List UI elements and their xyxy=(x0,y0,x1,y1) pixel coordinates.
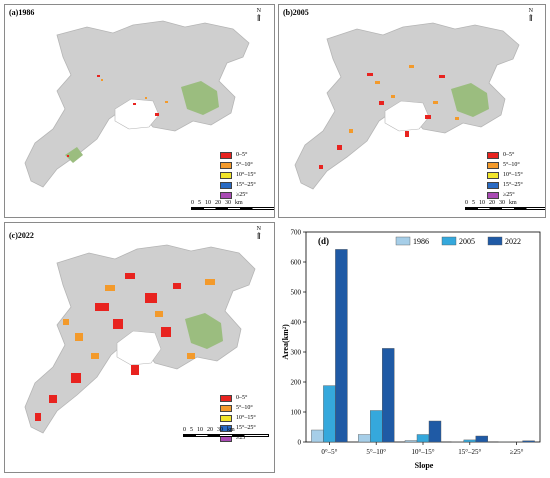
y-tick-label: 200 xyxy=(291,379,302,387)
bar-2005 xyxy=(370,411,382,443)
bar-1986 xyxy=(311,430,323,442)
legend-swatch xyxy=(220,405,232,412)
legend-item: 5°–10° xyxy=(487,160,523,170)
legend-swatch xyxy=(487,172,499,179)
legend-item: 10°–15° xyxy=(487,170,523,180)
legend-swatch xyxy=(487,162,499,169)
bar-2022 xyxy=(335,249,347,442)
map-panel-1986: (a)1986 N⇑ 0–5° 5°–10° 10°–15° 15°–25° ≥… xyxy=(4,4,275,218)
legend-map-2005: 0–5° 5°–10° 10°–15° 15°–25° ≥25° xyxy=(487,150,523,200)
y-tick-label: 600 xyxy=(291,259,302,267)
bar-1986 xyxy=(405,441,417,443)
y-tick-label: 400 xyxy=(291,319,302,327)
legend-swatch xyxy=(487,182,499,189)
legend-item: ≥25° xyxy=(220,190,256,200)
bar-2022 xyxy=(382,348,394,442)
legend-swatch-2022 xyxy=(488,237,502,245)
x-tick-label: 15°–25° xyxy=(458,448,481,456)
bar-2022 xyxy=(429,421,441,442)
legend-item: ≥25° xyxy=(487,190,523,200)
legend-item: 10°–15° xyxy=(220,413,256,423)
x-tick-label: 10°–15° xyxy=(411,448,434,456)
legend-item: 0–5° xyxy=(487,150,523,160)
legend-swatch xyxy=(220,172,232,179)
legend-item: 5°–10° xyxy=(220,160,256,170)
y-tick-label: 0 xyxy=(298,439,302,447)
legend-swatch xyxy=(487,192,499,199)
map-panel-2022: (c)2022 N⇑ 0–5° 5°–10° 10°–15° 15°–25° ≥… xyxy=(4,222,275,473)
legend-map-1986: 0–5° 5°–10° 10°–15° 15°–25° ≥25° xyxy=(220,150,256,200)
legend-swatch xyxy=(220,192,232,199)
y-tick-label: 300 xyxy=(291,349,302,357)
x-tick-label: 0°–5° xyxy=(321,448,337,456)
legend-swatch xyxy=(220,415,232,422)
legend-item: 0–5° xyxy=(220,150,256,160)
y-axis-label: Area(km²) xyxy=(281,324,290,360)
y-tick-label: 500 xyxy=(291,289,302,297)
legend-item: 5°–10° xyxy=(220,403,256,413)
legend-label-1986: 1986 xyxy=(413,237,429,246)
legend-swatch-2005 xyxy=(442,237,456,245)
y-tick-label: 100 xyxy=(291,409,302,417)
legend-item: 15°–25° xyxy=(220,180,256,190)
legend-item: 0–5° xyxy=(220,393,256,403)
legend-swatch xyxy=(220,395,232,402)
legend-swatch xyxy=(487,152,499,159)
x-axis-label: Slope xyxy=(415,461,434,470)
y-tick-label: 700 xyxy=(291,229,302,237)
bar-2022 xyxy=(476,436,488,442)
legend-swatch xyxy=(220,162,232,169)
x-tick-label: ≥25° xyxy=(510,448,524,456)
bar-2005 xyxy=(417,435,429,443)
legend-item: 15°–25° xyxy=(487,180,523,190)
legend-swatch xyxy=(220,182,232,189)
legend-label-2005: 2005 xyxy=(459,237,475,246)
legend-label-2022: 2022 xyxy=(505,237,521,246)
bar-2005 xyxy=(464,440,476,442)
bar-chart: (d) Area(km²) Slope 0 100 200 300 400 500 600 7… xyxy=(278,222,546,473)
x-tick-label: 5°–10° xyxy=(366,448,386,456)
bar-2022 xyxy=(523,441,535,442)
chart-panel: (d) Area(km²) Slope 0 100 200 300 400 500 600 7… xyxy=(278,222,546,473)
legend-swatch-1986 xyxy=(396,237,410,245)
legend-item: 10°–15° xyxy=(220,170,256,180)
map-panel-2005: (b)2005 N⇑ 0–5° 5°–10° 10°–15° 15°–25° ≥… xyxy=(278,4,546,218)
bar-1986 xyxy=(358,435,370,443)
legend-swatch xyxy=(220,152,232,159)
bar-2005 xyxy=(323,386,335,442)
chart-panel-label: (d) xyxy=(318,236,329,246)
